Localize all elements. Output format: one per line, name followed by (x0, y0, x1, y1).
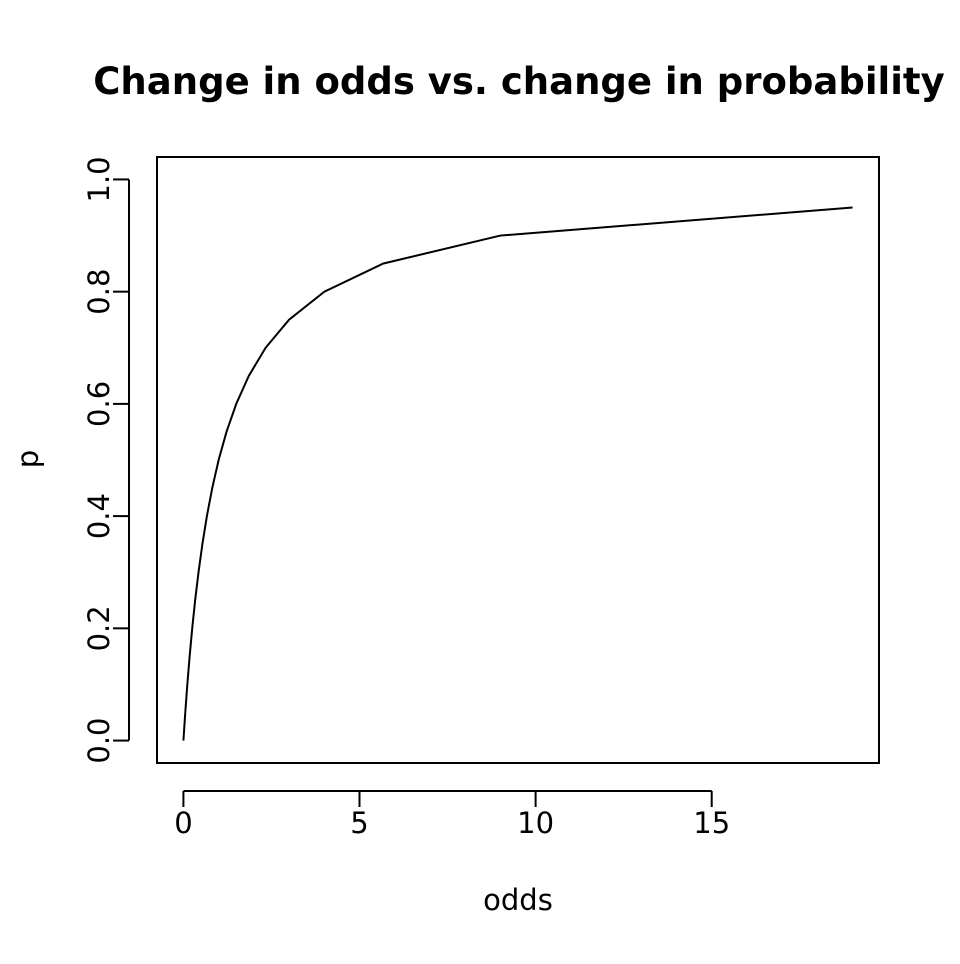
plot-frame (156, 156, 880, 764)
y-tick-label: 0.0 (82, 717, 116, 763)
y-axis: 0.0 0.2 0.4 0.6 0.8 1.0 (82, 156, 130, 764)
x-axis-label: odds (483, 883, 553, 917)
y-tick-label: 0.6 (82, 381, 116, 427)
y-tick-label: 0.4 (82, 493, 116, 539)
x-tick-label: 5 (350, 806, 368, 840)
x-tick-label: 15 (693, 806, 730, 840)
x-tick-label: 10 (517, 806, 554, 840)
y-tick-label: 0.8 (82, 269, 116, 315)
x-tick-label: 0 (174, 806, 192, 840)
y-tick-label: 1.0 (82, 156, 116, 202)
chart-title: Change in odds vs. change in probability (93, 60, 944, 103)
series-line (182, 206, 853, 741)
y-tick-label: 0.2 (82, 605, 116, 651)
x-axis: 0 5 10 15 (174, 790, 730, 840)
y-axis-label: p (11, 450, 45, 468)
